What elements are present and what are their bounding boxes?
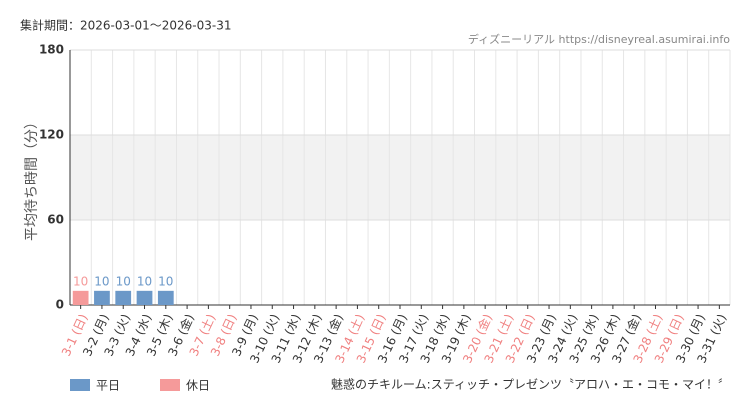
band-shade [70,135,730,220]
legend-label: 休日 [186,379,210,393]
y-tick-label: 0 [56,298,64,312]
value-label: 10 [116,274,131,288]
y-axis-label: 平均待ち時間（分） [24,115,40,241]
value-label: 10 [94,274,109,288]
legend-swatch [160,379,180,391]
bar [72,290,89,305]
source: ディズニーリアル https://disneyreal.asumirai.inf… [468,32,730,46]
header: 集計期間：2026-03-01～2026-03-31 [20,18,231,33]
value-label: 10 [73,274,88,288]
legend-swatch [70,379,90,391]
bar [94,290,110,305]
y-tick-label: 120 [39,128,64,142]
bar [157,290,174,305]
value-label: 10 [137,274,152,288]
bar [115,290,132,305]
bar [136,290,153,305]
value-label: 10 [158,274,173,288]
y-tick-label: 60 [47,213,64,227]
footnote: 魅惑のチキルーム:スティッチ・プレゼンツ〝アロハ・エ・コモ・マイ！〞 [331,377,730,392]
y-tick-label: 180 [39,43,64,57]
legend-label: 平日 [96,379,120,393]
